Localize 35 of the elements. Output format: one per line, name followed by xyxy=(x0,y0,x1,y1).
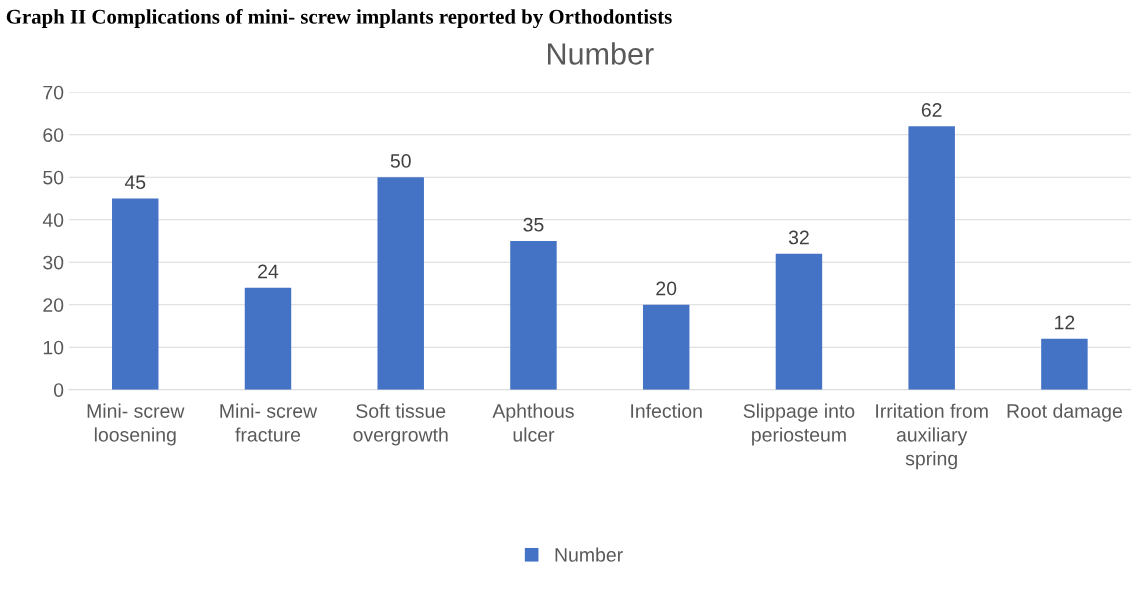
y-tick-label: 0 xyxy=(53,383,64,397)
y-tick-label: 60 xyxy=(43,128,64,142)
legend-label: Number xyxy=(555,547,623,562)
x-tick-label: Mini- screw loosening xyxy=(87,403,185,446)
data-label: 24 xyxy=(258,264,279,279)
x-tick-label: Root damage xyxy=(1007,403,1122,422)
text: Graph II Complications of mini- screw implants reported by Orthodontists xyxy=(6,8,672,29)
bar xyxy=(244,287,292,390)
data-label: 62 xyxy=(921,103,942,117)
data-label: 50 xyxy=(390,154,411,168)
bar xyxy=(510,240,557,390)
y-tick-label: 50 xyxy=(43,170,64,185)
data-label: 32 xyxy=(788,230,809,245)
x-tick-label: Irritation from auxiliary spring xyxy=(876,403,988,470)
x-tick-label: Aphthous ulcer xyxy=(492,403,574,442)
data-label: 35 xyxy=(523,217,544,232)
x-tick-label: Slippage into periosteum xyxy=(743,403,855,446)
y-tick-label: 30 xyxy=(43,255,64,270)
data-label: 45 xyxy=(124,175,146,190)
bar xyxy=(1041,338,1088,390)
bar xyxy=(112,198,159,390)
y-tick-label: 70 xyxy=(43,85,64,100)
bar xyxy=(642,304,690,390)
bar xyxy=(775,253,823,390)
x-tick-label: Infection xyxy=(631,403,702,418)
data-label: 20 xyxy=(656,281,677,296)
y-tick-label: 40 xyxy=(42,213,64,227)
x-tick-label: Mini- screw fracture xyxy=(220,403,318,442)
bar xyxy=(908,126,955,390)
data-label: 12 xyxy=(1055,315,1075,330)
y-tick-label: 10 xyxy=(43,340,64,355)
x-tick-label: Soft tissue overgrowth xyxy=(353,403,448,446)
bar xyxy=(377,177,424,390)
chart-title: Number xyxy=(548,42,654,65)
y-tick-label: 20 xyxy=(43,298,64,312)
